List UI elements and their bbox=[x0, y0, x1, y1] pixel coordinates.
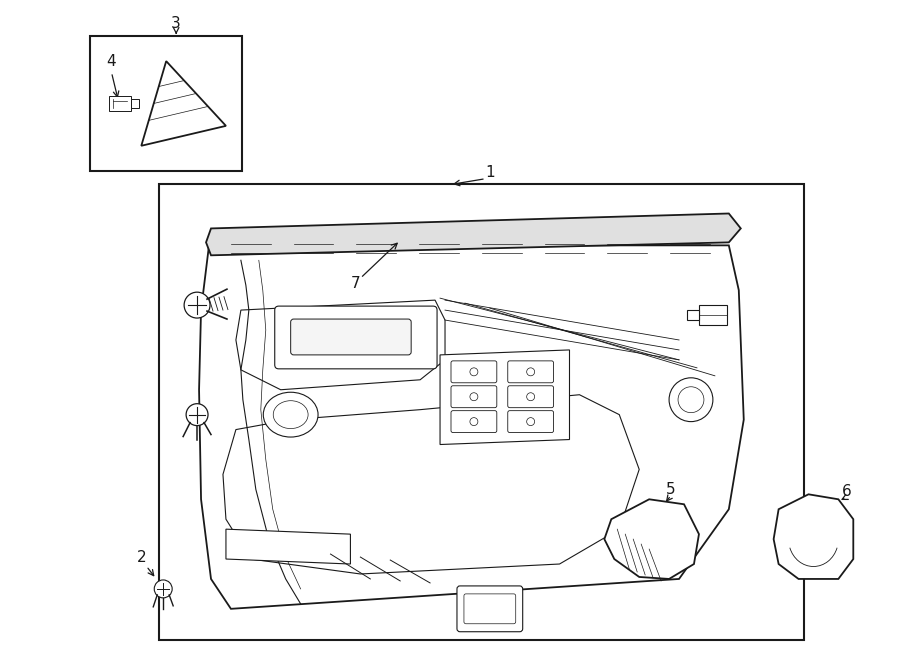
FancyBboxPatch shape bbox=[274, 306, 437, 369]
Circle shape bbox=[526, 418, 535, 426]
FancyBboxPatch shape bbox=[464, 594, 516, 624]
Bar bbox=[131, 99, 140, 108]
Bar bbox=[687, 310, 699, 320]
FancyBboxPatch shape bbox=[508, 361, 554, 383]
Text: 4: 4 bbox=[106, 54, 116, 69]
FancyBboxPatch shape bbox=[508, 410, 554, 432]
Polygon shape bbox=[223, 395, 639, 574]
Circle shape bbox=[470, 393, 478, 401]
Bar bbox=[89, 36, 242, 171]
Polygon shape bbox=[141, 61, 226, 146]
Circle shape bbox=[186, 404, 208, 426]
Circle shape bbox=[470, 418, 478, 426]
Polygon shape bbox=[604, 499, 699, 579]
Circle shape bbox=[678, 387, 704, 412]
Polygon shape bbox=[440, 350, 570, 444]
FancyBboxPatch shape bbox=[451, 361, 497, 383]
Polygon shape bbox=[206, 214, 741, 255]
FancyBboxPatch shape bbox=[451, 410, 497, 432]
Ellipse shape bbox=[274, 401, 308, 428]
Bar bbox=[110, 96, 131, 111]
Circle shape bbox=[184, 292, 210, 318]
Polygon shape bbox=[774, 494, 853, 579]
Ellipse shape bbox=[264, 392, 318, 437]
FancyBboxPatch shape bbox=[508, 386, 554, 408]
Text: 2: 2 bbox=[137, 549, 146, 564]
Circle shape bbox=[470, 368, 478, 376]
Text: 7: 7 bbox=[351, 276, 360, 291]
Circle shape bbox=[154, 580, 172, 598]
Text: 1: 1 bbox=[485, 165, 495, 180]
Bar bbox=[159, 184, 804, 640]
FancyBboxPatch shape bbox=[291, 319, 411, 355]
Polygon shape bbox=[236, 300, 445, 390]
Text: 3: 3 bbox=[171, 16, 181, 31]
FancyBboxPatch shape bbox=[457, 586, 523, 632]
Text: 5: 5 bbox=[666, 482, 676, 497]
FancyBboxPatch shape bbox=[451, 386, 497, 408]
Circle shape bbox=[526, 393, 535, 401]
Circle shape bbox=[669, 378, 713, 422]
Bar bbox=[699, 305, 727, 325]
Circle shape bbox=[526, 368, 535, 376]
Text: 6: 6 bbox=[842, 484, 851, 499]
Polygon shape bbox=[199, 245, 743, 609]
Polygon shape bbox=[226, 529, 350, 564]
